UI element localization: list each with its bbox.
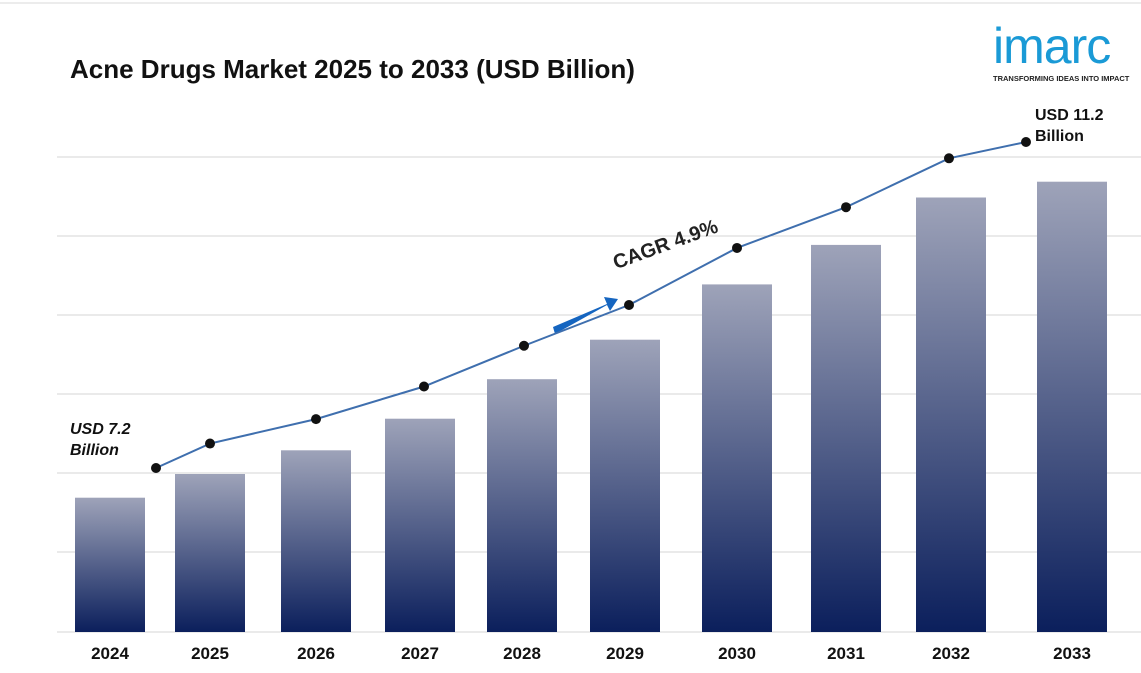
trend-point (519, 340, 529, 351)
bar (385, 418, 455, 632)
x-tick-label: 2024 (91, 644, 129, 663)
value-label: USD 7.2 Billion (70, 421, 131, 459)
x-tick-label: 2030 (718, 644, 756, 663)
trend-point (732, 242, 742, 253)
x-tick-label: 2029 (606, 644, 644, 663)
trend-point (1021, 137, 1031, 147)
trend-point (624, 300, 634, 310)
bar (702, 284, 772, 632)
value-label: USD 11.2 Billion (1035, 107, 1104, 145)
x-tick-label: 2025 (191, 644, 229, 663)
cagr-arrow (553, 297, 618, 334)
x-tick-label: 2028 (503, 644, 541, 663)
bar (487, 379, 557, 632)
x-tick-label: 2026 (297, 644, 335, 663)
bar (916, 197, 986, 632)
bar (590, 339, 660, 632)
bar (75, 497, 145, 632)
trend-point (419, 381, 429, 392)
trend-point (944, 153, 954, 164)
bar (811, 244, 881, 632)
chart-title: Acne Drugs Market 2025 to 2033 (USD Bill… (70, 54, 635, 84)
trend-line (155, 141, 1027, 469)
x-tick-label: 2033 (1053, 644, 1091, 663)
trend-point (151, 463, 161, 473)
trend-point (205, 438, 215, 449)
bar (1037, 181, 1107, 632)
x-tick-label: 2027 (401, 644, 439, 663)
x-tick-label: 2031 (827, 644, 865, 663)
logo: imarc (993, 18, 1111, 74)
trend-point (311, 414, 321, 425)
bar (175, 474, 245, 632)
bar (281, 450, 351, 632)
trend-point (841, 202, 851, 213)
x-tick-label: 2032 (932, 644, 970, 663)
tagline: TRANSFORMING IDEAS INTO IMPACT (993, 74, 1130, 83)
